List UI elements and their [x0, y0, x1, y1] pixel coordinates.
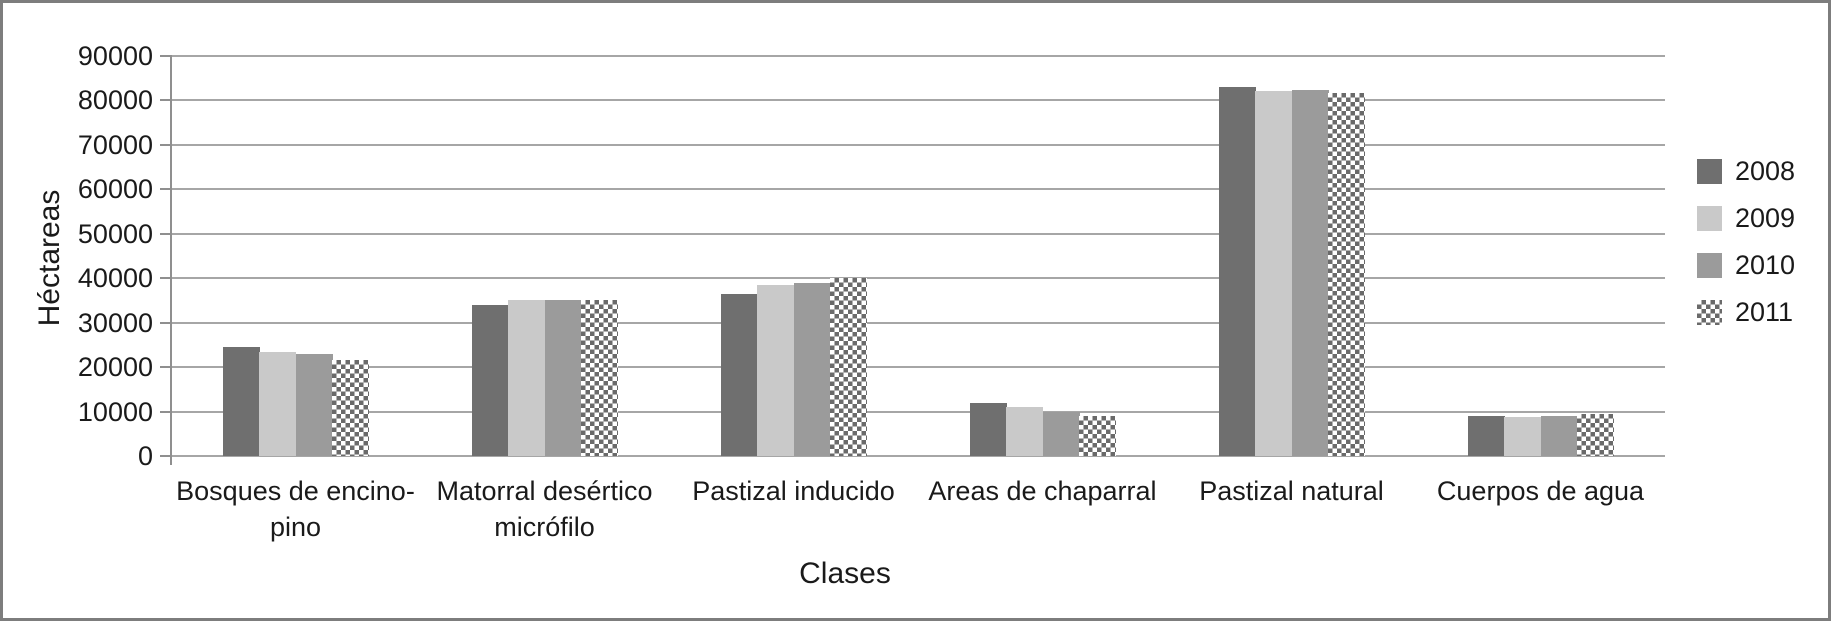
y-tick-label-60000: 60000 [77, 174, 153, 205]
bar-2008-areas-de-chaparral [970, 403, 1007, 456]
legend-swatch-2011 [1697, 300, 1722, 325]
legend-label-2011: 2011 [1735, 297, 1794, 327]
y-tick-30000 [160, 321, 171, 324]
y-tick-label-0: 0 [137, 441, 153, 471]
y-tick-70000 [160, 143, 171, 146]
gridline-40000 [171, 277, 1665, 280]
gridline-0 [171, 455, 1665, 457]
bar-2010-pastizal-inducido [794, 283, 831, 456]
bar-2008-matorral-des-rtico-micr-filo [472, 305, 509, 456]
gridline-30000 [171, 321, 1665, 324]
bar-2011-cuerpos-de-agua [1577, 414, 1614, 456]
bar-2009-bosques-de-encino-pino [259, 352, 296, 456]
legend-label-2010: 2010 [1735, 250, 1796, 280]
y-tick-label-30000: 30000 [77, 307, 153, 338]
bar-2011-matorral-des-rtico-micr-filo [581, 300, 618, 456]
y-tick-label-90000: 90000 [77, 41, 153, 71]
bar-2010-bosques-de-encino-pino [296, 354, 333, 456]
bar-2008-pastizal-inducido [721, 294, 758, 456]
legend-item-2009: 2009 [1697, 203, 1796, 233]
y-tick-0 [160, 455, 171, 457]
bar-2009-cuerpos-de-agua [1504, 417, 1541, 456]
y-tick-80000 [160, 99, 171, 102]
y-tick-label-40000: 40000 [77, 263, 153, 294]
gridline-90000 [171, 55, 1665, 57]
category-label-5: Pastizal natural [1199, 476, 1384, 506]
bar-2008-bosques-de-encino-pino [223, 347, 260, 456]
bar-2010-cuerpos-de-agua [1541, 416, 1578, 456]
legend-label-2008: 2008 [1735, 156, 1796, 186]
x-axis-title: Clases [799, 557, 891, 590]
gridline-10000 [171, 410, 1665, 413]
legend-item-2008: 2008 [1697, 156, 1796, 186]
bar-2009-pastizal-natural [1255, 91, 1292, 456]
bar-2011-areas-de-chaparral [1079, 416, 1116, 456]
bar-2008-cuerpos-de-agua [1468, 416, 1505, 456]
y-tick-10000 [160, 410, 171, 413]
gridline-80000 [171, 99, 1665, 102]
bar-2010-pastizal-natural [1292, 90, 1329, 456]
bar-2009-pastizal-inducido [757, 285, 794, 456]
y-tick-label-50000: 50000 [77, 218, 153, 249]
bar-2011-pastizal-inducido [830, 278, 867, 456]
gridline-60000 [171, 188, 1665, 191]
bar-2008-pastizal-natural [1219, 87, 1256, 456]
category-label-1: Bosques de encino- pino [176, 476, 415, 542]
legend-item-2010: 2010 [1697, 250, 1796, 280]
bar-2010-matorral-des-rtico-micr-filo [545, 300, 582, 456]
y-tick-label-70000: 70000 [77, 129, 153, 160]
legend: 2008 2009 2010 2011 [1697, 156, 1796, 347]
legend-item-2011: 2011 [1697, 297, 1795, 327]
gridline-50000 [171, 232, 1665, 235]
category-label-6: Cuerpos de agua [1436, 476, 1645, 506]
y-tick-label-10000: 10000 [77, 396, 153, 427]
gridline-70000 [171, 143, 1665, 146]
y-tick-40000 [160, 277, 171, 280]
legend-swatch-2009 [1697, 206, 1722, 231]
bar-2009-areas-de-chaparral [1006, 407, 1043, 456]
y-tick-60000 [160, 188, 171, 191]
bar-2011-bosques-de-encino-pino [332, 360, 369, 456]
y-tick-50000 [160, 232, 171, 235]
bar-2011-pastizal-natural [1328, 93, 1365, 456]
category-label-3: Pastizal inducido [692, 476, 895, 506]
y-axis-line [170, 55, 172, 465]
y-tick-90000 [160, 55, 171, 57]
category-label-4: Areas de chaparral [928, 476, 1157, 506]
bar-2009-matorral-des-rtico-micr-filo [508, 300, 545, 456]
legend-swatch-2010 [1697, 253, 1722, 278]
y-tick-20000 [160, 366, 171, 369]
bar-2010-areas-de-chaparral [1043, 412, 1080, 456]
legend-label-2009: 2009 [1735, 203, 1796, 233]
y-tick-label-80000: 80000 [77, 85, 153, 116]
y-tick-label-20000: 20000 [77, 352, 153, 383]
gridline-20000 [171, 366, 1665, 369]
category-label-2: Matorral desértico micrófilo [436, 476, 653, 542]
legend-swatch-2008 [1697, 159, 1722, 184]
